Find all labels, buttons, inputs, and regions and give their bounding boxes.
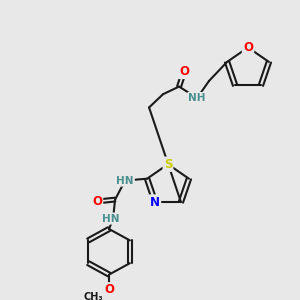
Text: O: O (179, 65, 189, 78)
Text: S: S (164, 158, 172, 171)
Text: O: O (104, 283, 114, 296)
Text: N: N (150, 196, 160, 208)
Text: CH₃: CH₃ (83, 292, 103, 300)
Text: O: O (92, 195, 102, 208)
Text: HN: HN (116, 176, 134, 186)
Text: NH: NH (188, 93, 206, 103)
Text: O: O (243, 41, 253, 54)
Text: HN: HN (102, 214, 120, 224)
